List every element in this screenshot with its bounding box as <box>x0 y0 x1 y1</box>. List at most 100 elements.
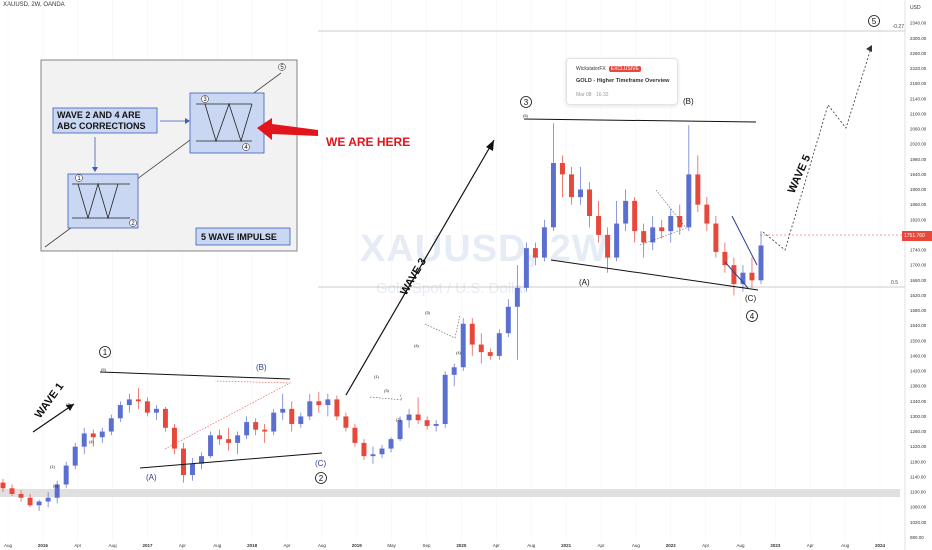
x-tick-label: 2018 <box>247 543 258 548</box>
candle-body <box>686 174 692 228</box>
inset-m4: 4 <box>244 145 248 151</box>
candle-body <box>442 374 448 424</box>
t5-label: (5) <box>523 113 529 118</box>
candle-body <box>758 245 764 281</box>
x-tick-label: Aug <box>527 543 536 548</box>
c2-circle <box>315 472 327 484</box>
x-tick-label: Aug <box>632 543 641 548</box>
wave1-arrowhead <box>66 404 74 411</box>
candle-body <box>505 306 511 334</box>
candle-body <box>641 231 647 243</box>
y-tick-label: 1300.00 <box>910 414 927 419</box>
y-tick-label: 1380.00 <box>910 384 927 389</box>
candle-body <box>90 433 96 438</box>
trend-lines <box>32 118 759 469</box>
y-tick-label: 2340.00 <box>910 21 927 26</box>
y-tick-label: 1100.00 <box>910 490 926 495</box>
y-tick-label: 2060.00 <box>910 127 927 132</box>
candle-body <box>433 423 439 426</box>
candle-body <box>27 497 33 506</box>
inset-label: 5 WAVE IMPULSE <box>201 232 277 242</box>
A2-label: (A) <box>579 278 590 287</box>
C1-label: (C) <box>315 459 326 468</box>
inset-note-line2: ABC CORRECTIONS <box>57 121 146 131</box>
u3-label: (3) <box>384 388 390 393</box>
c-leg-lower <box>724 261 749 289</box>
inset-down-arrowhead <box>92 167 98 172</box>
candle-body <box>370 454 376 457</box>
y-tick-label: 1500.00 <box>910 338 927 343</box>
x-tick-label: 2021 <box>561 543 572 548</box>
y-axis-title: USD <box>910 5 921 11</box>
y-tick-label: 1220.00 <box>910 444 927 449</box>
candle-body <box>117 405 123 419</box>
chart-header: XAUUSD, 2W, OANDA <box>3 2 65 8</box>
y-axis: 980.00 1020.00 1060.00 1100.00 1140.00 1180.0… <box>904 0 927 550</box>
B1-label: (B) <box>256 363 267 372</box>
candle-body <box>262 429 268 432</box>
y-tick-label: 2220.00 <box>910 66 927 71</box>
y-tick-label: 1580.00 <box>910 308 927 313</box>
inset-label-box <box>195 227 291 246</box>
x-tick-label: Apr <box>493 543 501 548</box>
y-tick-label: 1700.00 <box>910 263 927 268</box>
tooltip-date: Mar 08 · 16:32 <box>576 92 609 98</box>
candle-body <box>496 333 502 356</box>
idea-tooltip[interactable]: WickstatorFX EXCLUSIVE GOLD - Higher Time… <box>566 58 678 105</box>
tooltip-title: GOLD - Higher Timeframe Overview <box>576 78 670 84</box>
wave4-upper-line <box>523 118 757 123</box>
tooltip-badge: EXCLUSIVE <box>608 66 641 72</box>
candle-body <box>415 414 421 421</box>
candle-body <box>587 189 593 216</box>
small-dotted <box>369 393 403 401</box>
inset-note-box <box>52 107 158 134</box>
inset-note-line1: WAVE 2 AND 4 ARE <box>57 110 141 120</box>
y-tick-label: 1660.00 <box>910 278 927 283</box>
wave3-arrow-line <box>345 139 495 396</box>
y-tick-label: 1180.00 <box>910 459 926 464</box>
c4-circle <box>746 310 758 322</box>
candle-body <box>135 399 141 402</box>
watermark-name: Gold Spot / U.S. Dollar <box>376 280 528 297</box>
c4-label: 4 <box>750 312 755 321</box>
inset-markers: 1 2 3 4 5 <box>75 63 286 227</box>
s2-label: (2) <box>53 483 59 488</box>
candle-body <box>153 408 159 413</box>
candle-body <box>650 227 656 243</box>
wave5-label: WAVE 5 <box>786 153 814 195</box>
fib-05-label: 0.5 <box>891 280 898 286</box>
y-tick-label: 1860.00 <box>910 202 927 207</box>
wave5-arrowhead <box>866 45 872 52</box>
y-tick-label: 2100.00 <box>910 111 927 116</box>
candle-body <box>343 416 349 428</box>
candle-body <box>18 493 24 498</box>
x-tick-label: Apr <box>702 543 710 548</box>
candles <box>0 123 764 511</box>
tooltip-author: WickstatorFX <box>576 66 606 72</box>
candle-body <box>63 465 69 485</box>
wave2-upper-line <box>99 371 291 380</box>
candle-body <box>190 463 195 476</box>
x-tick-label: Apr <box>284 543 292 548</box>
c5-circle <box>868 15 880 27</box>
candle-body <box>36 501 42 506</box>
inset-box-2-zigzag <box>77 182 119 220</box>
y-tick-label: 1620.00 <box>910 293 927 298</box>
s1-label: (1) <box>50 464 56 469</box>
y-tick-label: 1140.00 <box>910 474 926 479</box>
candle-body <box>54 484 60 498</box>
inset-box-4 <box>189 92 265 154</box>
x-tick-label: Aug <box>318 543 327 548</box>
A1-label: (A) <box>146 473 157 482</box>
candle-body <box>397 420 403 440</box>
candle-body <box>722 251 728 266</box>
callout-label: WE ARE HERE <box>326 135 410 149</box>
inset-box-4-zigzag <box>204 102 253 143</box>
t4-label: (4) <box>456 350 462 355</box>
c2-label: 2 <box>319 474 324 483</box>
c-leg-upper <box>731 215 758 266</box>
candle-body <box>361 442 367 457</box>
candle-body <box>406 414 412 421</box>
candle-body <box>298 416 304 424</box>
